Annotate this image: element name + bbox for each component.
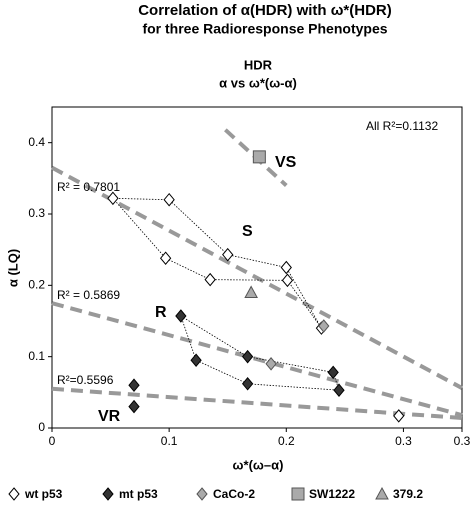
data-point — [159, 251, 172, 266]
trend-line — [51, 301, 463, 418]
x-tick-label: 0 — [49, 434, 56, 448]
trend-label: VS — [275, 154, 297, 171]
data-point — [252, 150, 266, 164]
trend-label: S — [242, 223, 253, 240]
legend-label: CaCo-2 — [213, 487, 255, 501]
data-point — [241, 349, 254, 364]
data-point — [222, 247, 234, 262]
legend-label: mt p53 — [119, 487, 158, 501]
data-point — [163, 192, 175, 207]
y-tick-label: 0.2 — [28, 278, 45, 292]
data-point — [128, 378, 140, 392]
legend-marker — [8, 487, 20, 501]
r-squared-label: R² = 0.7801 — [57, 180, 120, 194]
panel-title: HDR — [244, 57, 273, 72]
x-axis-label: ω*(ω–α) — [233, 457, 284, 472]
r-squared-label: R² = 0.5869 — [57, 288, 120, 302]
legend-label: wt p53 — [24, 487, 63, 501]
chart-title: Correlation of α(HDR) with ω*(HDR) — [138, 2, 392, 19]
data-point — [204, 272, 216, 287]
data-point — [393, 409, 405, 423]
data-point — [241, 376, 254, 391]
data-point — [244, 285, 258, 298]
legend-marker — [291, 487, 305, 501]
x-tick-label: 0.3 — [395, 434, 412, 448]
data-point — [265, 357, 277, 371]
y-tick-label: 0 — [38, 420, 45, 434]
r-squared-label: R²=0.5596 — [57, 373, 114, 387]
plot-frame — [51, 106, 463, 429]
trend-label: R — [155, 304, 167, 321]
chart-subtitle: for three Radioresponse Phenotypes — [142, 21, 387, 37]
trend-line — [51, 386, 463, 421]
data-point — [327, 365, 339, 380]
y-tick-label: 0.4 — [28, 135, 45, 149]
x-tick-label: 0.2 — [278, 434, 295, 448]
data-point — [175, 309, 187, 323]
panel-subtitle: α vs ω*(ω-α) — [219, 75, 297, 90]
legend-marker — [375, 486, 389, 500]
x-tick-label: 0.1 — [161, 434, 178, 448]
legend-label: 379.2 — [393, 487, 423, 501]
x-tick-label: 0.3 — [454, 434, 471, 448]
data-point — [107, 191, 119, 206]
data-point — [128, 399, 140, 414]
trend-line — [51, 165, 463, 390]
connector — [180, 315, 340, 391]
data-point — [190, 353, 202, 368]
data-point — [281, 273, 294, 288]
y-tick-label: 0.1 — [28, 349, 45, 363]
legend-marker — [102, 487, 114, 501]
y-tick-label: 0.3 — [28, 206, 45, 220]
trend-label: VR — [98, 408, 121, 425]
r-squared-label: All R²=0.1132 — [366, 119, 438, 133]
y-axis-label: α (LQ) — [5, 249, 20, 287]
connector — [112, 197, 322, 329]
data-point — [318, 319, 330, 333]
data-point — [280, 260, 292, 275]
data-point — [333, 383, 345, 397]
legend-marker — [196, 487, 208, 501]
legend-label: SW1222 — [309, 487, 355, 501]
